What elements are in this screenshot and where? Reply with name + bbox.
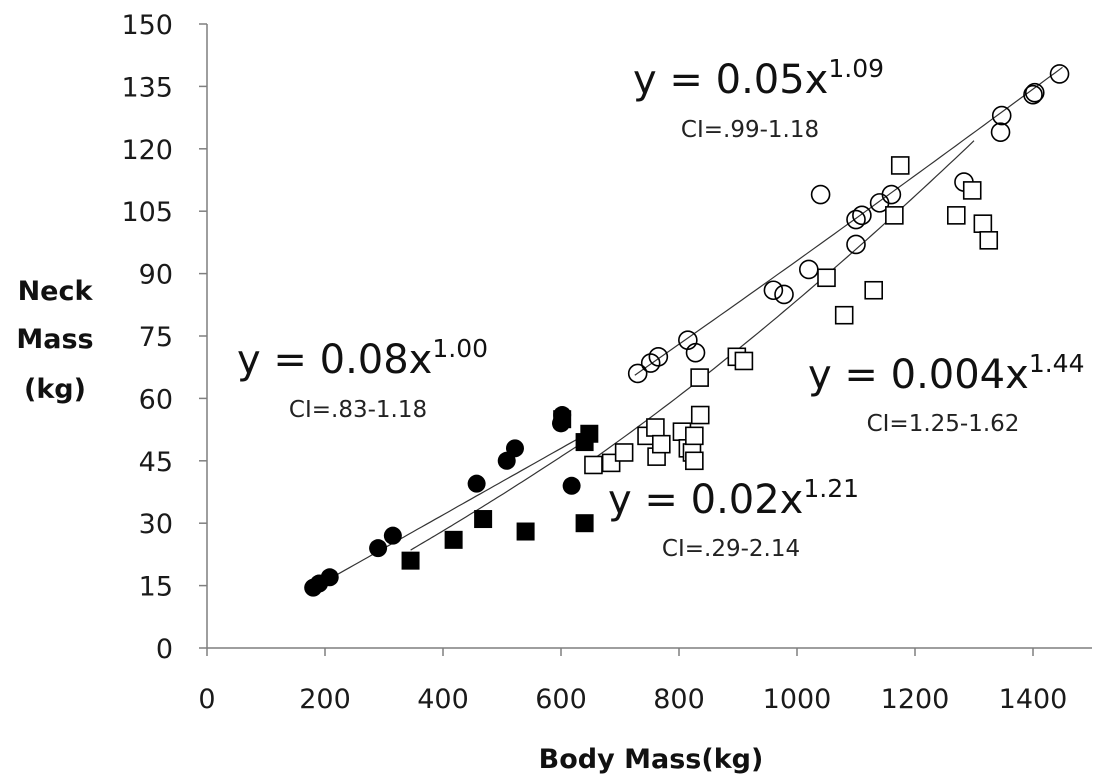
data-point <box>1049 64 1070 84</box>
x-tick-label: 800 <box>653 684 705 715</box>
data-point <box>614 443 634 462</box>
data-point <box>369 539 388 558</box>
equation-label: y = 0.004x1.44 <box>808 349 1084 398</box>
data-point <box>774 284 794 305</box>
data-point <box>846 234 866 255</box>
data-point <box>685 342 706 363</box>
x-tick-label: 0 <box>198 684 215 715</box>
data-point <box>444 530 463 549</box>
fit-line <box>634 66 1063 376</box>
data-point <box>651 434 671 454</box>
data-point <box>834 305 854 325</box>
y-tick-label: 15 <box>139 572 173 603</box>
data-point <box>553 410 572 429</box>
data-point <box>990 122 1011 142</box>
y-tick-label: 75 <box>139 322 173 353</box>
x-tick-label: 1200 <box>881 684 950 715</box>
fit-line <box>410 432 597 551</box>
confidence-interval-label: CI=.99-1.18 <box>681 117 819 143</box>
confidence-interval-label: CI=.29-2.14 <box>662 536 800 562</box>
axes: 0 15 30 45 60 75 90 105 120 135 150 0 200 400 600 800 10… <box>16 10 1092 775</box>
data-point <box>864 280 884 300</box>
data-point <box>890 156 910 175</box>
equation-label: y = 0.05x1.09 <box>633 54 884 103</box>
data-point <box>383 526 402 545</box>
equation-label: y = 0.08x1.00 <box>237 334 488 383</box>
data-point <box>881 184 902 205</box>
data-points <box>304 64 1070 597</box>
y-tick-label: 0 <box>156 634 173 665</box>
y-tick-label: 90 <box>139 260 173 291</box>
annotations: y = 0.08x1.00 CI=.83-1.18 y = 0.02x1.21 CI=… <box>237 54 1084 562</box>
data-point <box>467 474 486 493</box>
x-tick-label: 600 <box>535 684 587 715</box>
data-point <box>685 451 704 471</box>
data-point <box>640 353 661 373</box>
y-tick-label: 150 <box>121 10 173 41</box>
y-tick-label: 45 <box>139 447 173 478</box>
fit-line <box>593 140 975 460</box>
data-point <box>1024 82 1045 103</box>
data-point <box>810 184 831 205</box>
data-point <box>505 439 524 458</box>
data-point <box>627 363 648 384</box>
data-point <box>946 206 966 225</box>
data-point <box>474 510 493 529</box>
data-point <box>516 522 535 541</box>
y-axis-title-line: Neck <box>18 276 94 307</box>
x-tick-label: 400 <box>417 684 469 715</box>
data-point <box>575 514 594 533</box>
x-axis-title: Body Mass(kg) <box>539 744 764 775</box>
x-tick-label: 1400 <box>999 684 1068 715</box>
data-point <box>584 455 603 475</box>
data-point <box>798 259 819 280</box>
data-point <box>973 214 993 233</box>
y-tick-label: 105 <box>121 197 173 228</box>
data-point <box>962 181 982 200</box>
data-point <box>846 209 866 230</box>
data-point <box>580 424 599 443</box>
data-point <box>979 231 999 250</box>
data-point <box>648 346 669 367</box>
y-tick-label: 120 <box>121 135 173 166</box>
equation-label: y = 0.02x1.21 <box>608 474 859 523</box>
data-point <box>401 551 420 570</box>
x-tick-label: 1000 <box>763 684 832 715</box>
data-point <box>817 268 836 288</box>
data-point <box>678 330 698 350</box>
data-point <box>690 368 709 387</box>
data-point <box>320 568 339 587</box>
data-point <box>991 105 1012 126</box>
data-point <box>562 476 581 495</box>
x-tick-label: 200 <box>299 684 351 715</box>
data-point <box>852 205 872 226</box>
confidence-interval-label: CI=.83-1.18 <box>289 397 427 423</box>
data-point <box>1023 84 1043 105</box>
y-axis-title-line: (kg) <box>24 374 86 405</box>
data-point <box>685 426 704 446</box>
data-point <box>690 405 710 425</box>
y-tick-label: 30 <box>139 509 173 540</box>
data-point <box>734 351 754 371</box>
fit-line <box>312 434 585 589</box>
data-point <box>763 280 784 301</box>
y-tick-label: 60 <box>139 384 173 415</box>
y-tick-label: 135 <box>121 72 173 103</box>
y-axis-title-line: Mass <box>16 324 93 355</box>
data-point <box>646 418 665 437</box>
data-point <box>885 206 904 225</box>
confidence-interval-label: CI=1.25-1.62 <box>867 411 1020 437</box>
